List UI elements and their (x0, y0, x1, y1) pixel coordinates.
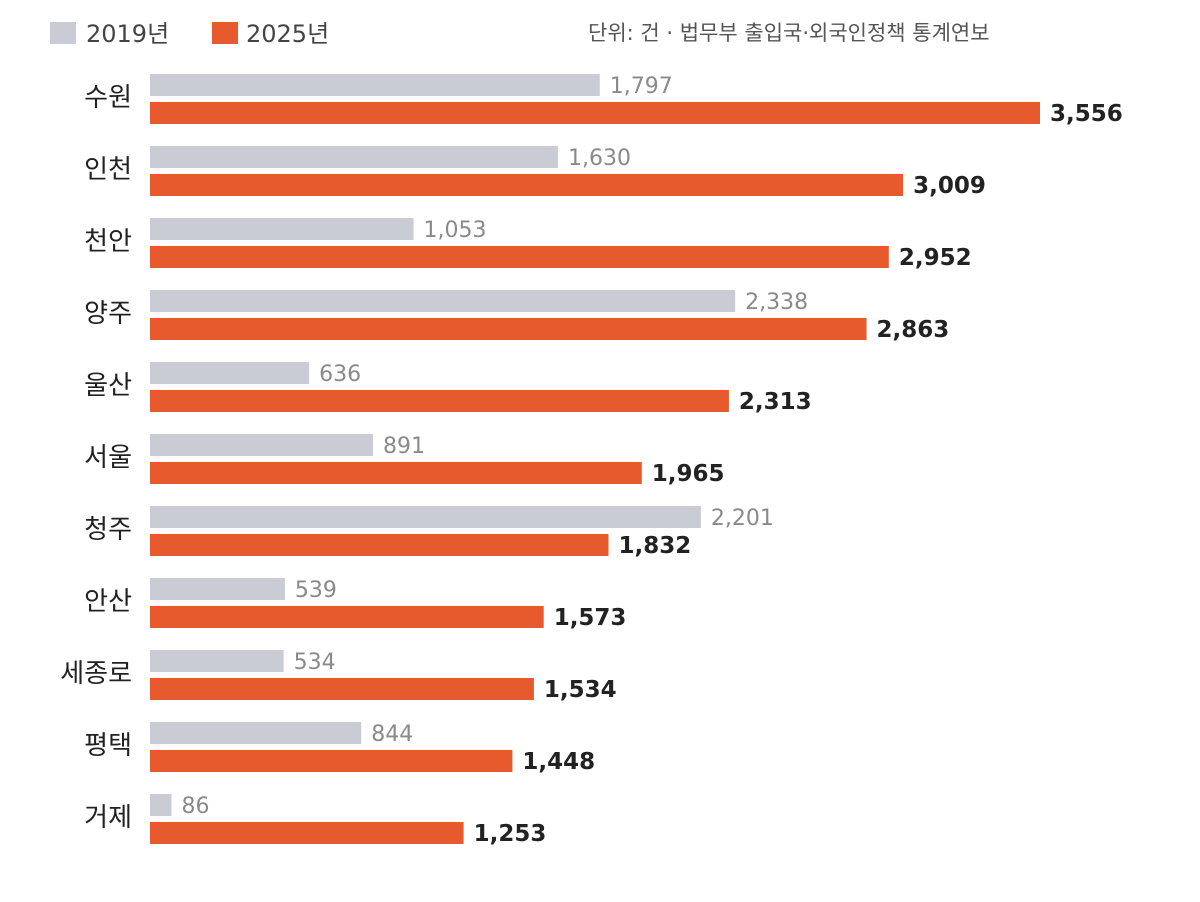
bar-2025 (150, 390, 729, 412)
value-label-2019: 1,053 (424, 218, 487, 243)
value-label-2019: 2,338 (745, 290, 808, 315)
legend-swatch-2019 (50, 22, 76, 44)
bar-2019 (150, 578, 285, 600)
bar-2025 (150, 462, 642, 484)
category-label: 울산 (84, 371, 132, 401)
legend-label-2025: 2025년 (246, 20, 329, 48)
category-label: 청주 (84, 515, 132, 545)
bar-2019 (150, 218, 414, 240)
bar-2025 (150, 606, 544, 628)
category-label: 안산 (84, 587, 132, 617)
value-label-2025: 2,863 (877, 317, 950, 343)
value-label-2025: 1,573 (554, 605, 627, 631)
bar-2019 (150, 650, 284, 672)
category-label: 인천 (84, 155, 132, 185)
bars-group: 수원 1,797 3,556 인천 1,630 3,009 천안 1,053 2,952 양주 2,… (60, 74, 1123, 847)
value-label-2019: 1,630 (568, 146, 631, 171)
category-label: 평택 (84, 731, 132, 761)
bar-2025 (150, 174, 904, 196)
value-label-2019: 636 (319, 362, 361, 387)
bar-2019 (150, 794, 172, 816)
bar-2019 (150, 74, 600, 96)
value-label-2025: 1,253 (474, 821, 547, 847)
legend-swatch-2025 (212, 22, 238, 44)
category-label: 세종로 (60, 659, 132, 689)
value-label-2019: 1,797 (610, 74, 673, 99)
bar-2019 (150, 506, 701, 528)
value-label-2025: 1,832 (619, 533, 692, 559)
value-label-2019: 534 (294, 650, 336, 675)
value-label-2019: 2,201 (711, 506, 774, 531)
value-label-2025: 3,009 (913, 173, 986, 199)
value-label-2025: 2,313 (739, 389, 812, 415)
value-label-2025: 1,534 (544, 677, 617, 703)
legend-label-2019: 2019년 (86, 20, 169, 48)
bar-2025 (150, 534, 609, 556)
bar-2025 (150, 246, 889, 268)
bar-2019 (150, 362, 310, 384)
category-label: 거제 (84, 803, 132, 833)
value-label-2025: 1,448 (522, 749, 595, 775)
value-label-2025: 3,556 (1050, 101, 1123, 127)
category-label: 수원 (84, 83, 132, 113)
value-label-2019: 891 (383, 434, 425, 459)
bar-2019 (150, 434, 374, 456)
category-label: 천안 (84, 227, 132, 257)
unit-note: 단위: 건 · 법무부 출입국·외국인정책 통계연보 (588, 21, 990, 45)
bar-2025 (150, 102, 1040, 124)
category-label: 서울 (84, 443, 132, 473)
value-label-2019: 844 (371, 722, 413, 747)
bar-2019 (150, 722, 362, 744)
value-label-2025: 1,965 (652, 461, 725, 487)
bar-2025 (150, 318, 867, 340)
value-label-2019: 539 (295, 578, 337, 603)
bar-2025 (150, 822, 464, 844)
value-label-2025: 2,952 (899, 245, 972, 271)
bar-2025 (150, 750, 513, 772)
value-label-2019: 86 (182, 794, 210, 819)
bar-2019 (150, 146, 558, 168)
bar-2025 (150, 678, 534, 700)
bar-2019 (150, 290, 736, 312)
category-label: 양주 (84, 299, 132, 329)
legend: 2019년 2025년 (50, 20, 329, 48)
